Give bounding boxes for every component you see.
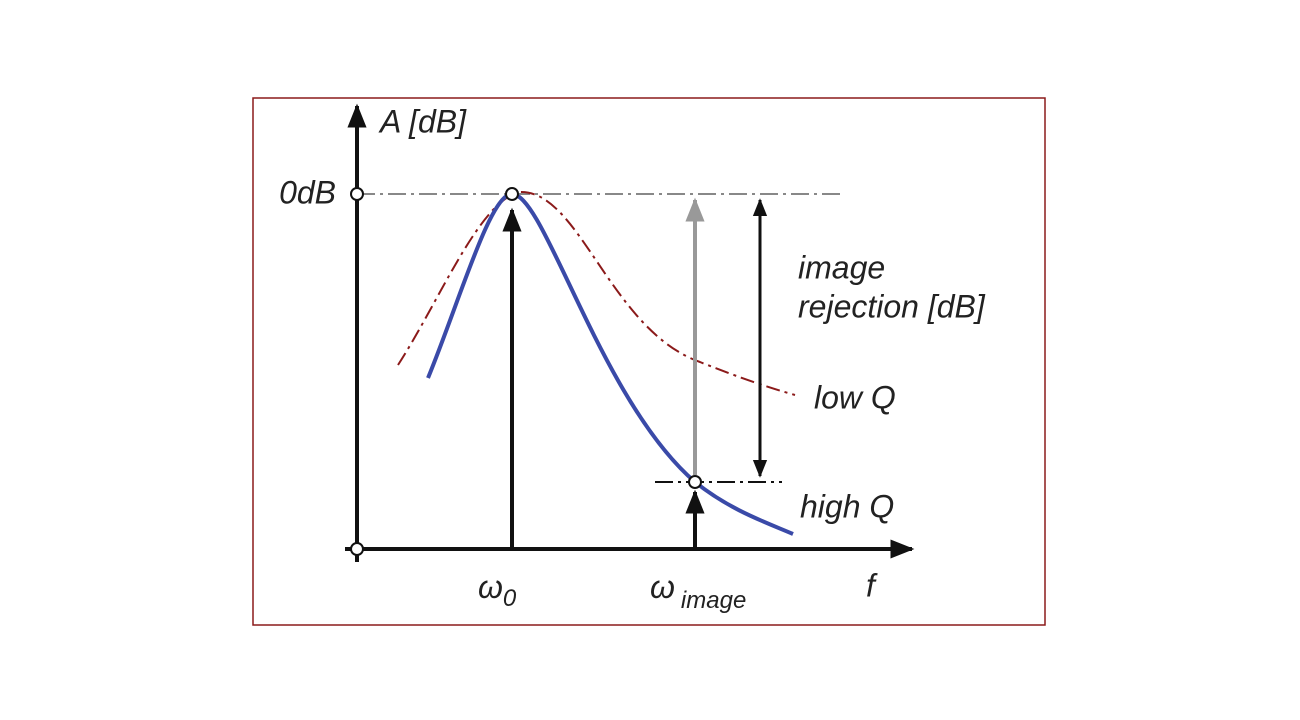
omega-image-label: ω image: [650, 569, 746, 614]
rejection-label: image: [798, 249, 885, 285]
subscript: image: [681, 587, 746, 614]
point: [505, 187, 519, 201]
subscript: 0: [503, 585, 517, 612]
x-axis-label: f: [866, 567, 878, 603]
symbol: ω: [650, 569, 675, 605]
point: [350, 542, 364, 556]
y-axis-label: A [dB]: [378, 103, 467, 139]
symbol: ω: [478, 569, 503, 605]
omega0-label: ω0: [478, 569, 517, 612]
point: [688, 475, 702, 489]
high-q-curve: [426, 191, 794, 536]
low-q-curve: [397, 190, 796, 396]
low-q-label: low Q: [814, 379, 896, 415]
frame: [252, 97, 1046, 626]
zero-db-label: 0dB: [279, 174, 336, 210]
rejection-label: rejection [dB]: [798, 288, 986, 324]
point: [350, 187, 364, 201]
high-q-label: high Q: [800, 488, 894, 524]
